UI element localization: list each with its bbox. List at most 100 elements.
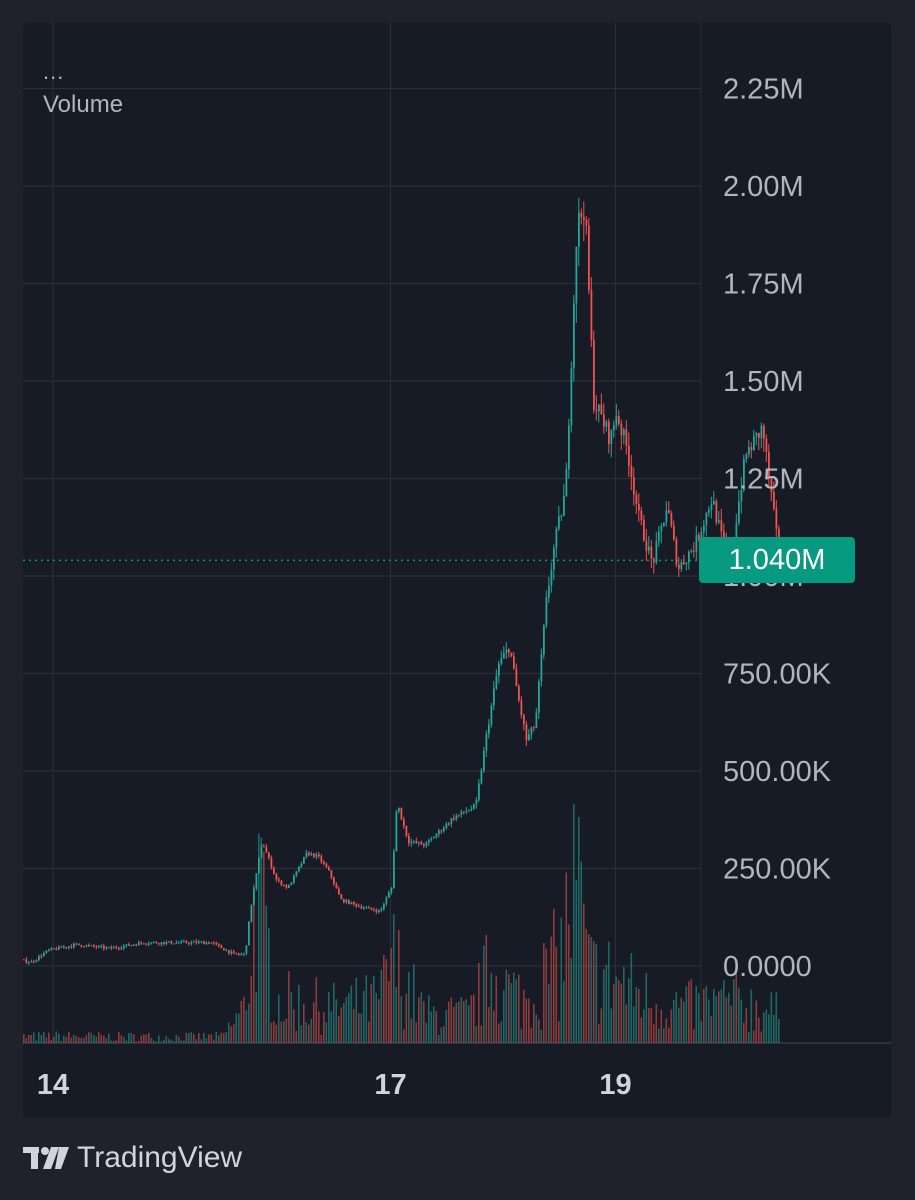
volume-bar [38,1032,40,1043]
volume-bar [695,985,698,1043]
candle-body [158,943,160,945]
candle-body [208,942,210,944]
volume-bar [280,1021,283,1043]
volume-bar [68,1031,70,1043]
candle-body [503,653,505,659]
volume-bar [628,978,630,1043]
candle-body [233,951,235,953]
volume-bar [230,1026,233,1043]
candle-body [280,880,283,885]
volume-bar [670,1009,673,1043]
brand-name[interactable]: TradingView [77,1141,243,1174]
volume-bar [475,1026,478,1043]
volume-bar [450,997,453,1043]
volume-bar [373,975,375,1043]
volume-bar [320,1034,323,1043]
candle-body [408,836,410,844]
volume-bar [143,1034,145,1043]
volume-bar [655,1004,658,1043]
chart-area[interactable]: 2.25M2.00M1.75M1.50M1.25M1.00M750.00K500… [23,23,891,1118]
volume-bar [455,1002,458,1043]
volume-bar [560,917,563,1043]
candle-body [220,945,223,949]
candle-body [345,900,348,903]
volume-bar [400,996,403,1043]
candle-body [580,212,583,217]
candle-body [60,946,63,948]
candle-body [313,853,315,857]
volume-bar [600,1008,603,1043]
candle-body [438,830,440,835]
tradingview-logo-icon[interactable] [23,1145,69,1171]
candle-body [610,430,613,445]
candle-body [545,597,548,626]
volume-bar [198,1032,200,1043]
candle-body [713,501,715,505]
volume-bar [205,1038,208,1043]
volume-bar [248,1003,250,1043]
x-axis[interactable]: 14 17 19 [37,1069,632,1101]
candle-body [445,823,448,829]
volume-bar [710,1015,713,1043]
legend-more-button[interactable]: ... [43,59,65,84]
candle-body [688,552,690,563]
volume-bar [458,1001,460,1043]
candle-body [513,656,515,669]
candle-body [128,944,130,946]
y-axis[interactable]: 2.25M2.00M1.75M1.50M1.25M1.00M750.00K500… [723,74,832,984]
candle-body [248,921,250,946]
candle-body [70,946,73,948]
volume-bar [173,1041,175,1043]
volume-bar [653,1024,655,1043]
volume-bar [510,982,513,1043]
candle-body [145,943,148,945]
volume-bar [720,989,723,1043]
volume-bar [73,1034,75,1043]
candle-body [285,885,288,888]
candle-body [550,569,553,586]
volume-bar [598,1024,600,1043]
candle-body [715,501,718,523]
volume-bar [243,996,245,1043]
candle-body [115,947,118,949]
candle-body [183,941,185,943]
volume-bar [558,1021,560,1043]
volume-bar [403,1029,405,1043]
volume-bar [760,1031,763,1043]
candle-body [265,847,268,853]
candle-body [578,212,580,247]
volume-bar [500,1021,503,1043]
candle-body [433,837,435,839]
volume-bar [498,1023,500,1043]
candle-body [338,888,340,895]
volume-bar [660,1009,663,1043]
candle-body [695,534,698,552]
volume-bar [270,1022,273,1043]
volume-bar [325,1022,328,1043]
volume-bar [740,999,743,1043]
candle-body [388,892,390,898]
volume-bar [733,979,735,1043]
volume-bar [100,1034,103,1043]
candle-body [515,668,518,687]
volume-bar [613,983,615,1043]
candle-body [493,688,495,706]
candle-body [373,909,375,911]
candle-body [703,525,705,533]
candle-body [168,941,170,943]
volume-bar [330,1011,333,1043]
candle-body [430,838,433,841]
candle-body [198,941,200,944]
volume-bar [58,1033,60,1043]
candle-body [193,941,195,943]
volume-bar [250,975,253,1043]
volume-bar [385,959,388,1043]
candle-body [38,956,40,960]
y-tick-label: 2.25M [723,74,804,106]
candle-body [533,727,535,729]
volume-bar [103,1035,105,1043]
volume-bar [55,1031,58,1043]
candle-body [305,852,308,857]
volume-bar [640,1017,643,1043]
volume-bar [315,977,318,1043]
